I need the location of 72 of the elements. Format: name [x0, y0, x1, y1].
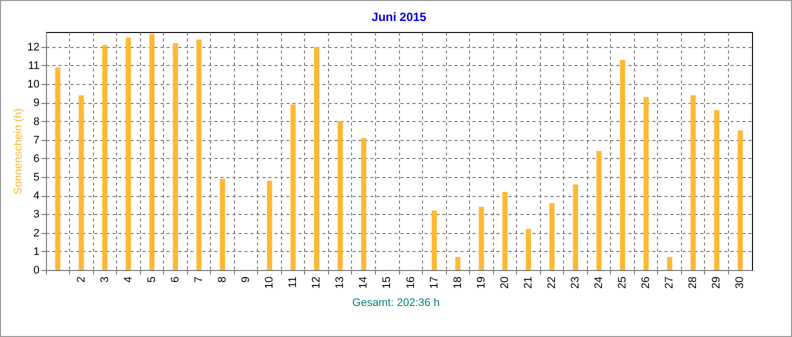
bar	[361, 138, 366, 270]
bar	[526, 229, 532, 270]
x-tick-label: 27	[664, 276, 676, 289]
x-tick-label: 12	[310, 276, 323, 289]
y-tick-label: 3	[33, 208, 40, 221]
y-tick-label: 4	[33, 190, 40, 202]
x-tick-label: 16	[404, 276, 417, 289]
x-tick-label: 20	[498, 276, 511, 289]
bar	[290, 104, 296, 270]
text: Gesamt: 202:36 h	[351, 297, 441, 309]
bar	[126, 38, 131, 270]
bar	[620, 60, 626, 270]
bar	[432, 210, 437, 270]
x-tick-label: 21	[522, 276, 534, 289]
x-tick-label: 13	[334, 276, 346, 289]
x-tick-label: 25	[616, 276, 629, 289]
bar	[266, 180, 272, 270]
bar	[549, 203, 555, 270]
bar	[714, 110, 720, 270]
y-tick-label: 6	[33, 152, 40, 165]
x-tick-label: 15	[381, 276, 394, 289]
bar	[644, 97, 649, 270]
bar	[502, 192, 508, 270]
x-tick-label: 23	[570, 276, 582, 289]
bar	[314, 46, 320, 270]
y-tick-label: 10	[27, 78, 40, 91]
y-tick-label: 9	[33, 97, 40, 110]
bar	[149, 34, 154, 270]
y-tick-label: 7	[33, 134, 40, 146]
bar	[455, 256, 460, 270]
chart-title: Juni 2015	[372, 10, 427, 24]
bar	[572, 184, 578, 270]
bar	[220, 178, 226, 270]
x-tick-label: 9	[240, 276, 252, 283]
x-tick-label: 7	[192, 276, 205, 283]
x-tick-label: 3	[98, 276, 111, 283]
bar	[478, 206, 484, 270]
y-tick-label: 5	[33, 172, 40, 184]
bar	[338, 121, 343, 270]
x-tick-label: 28	[687, 276, 700, 289]
x-tick-label: 14	[358, 276, 370, 289]
x-tick-label: 18	[452, 276, 464, 289]
x-tick-label: 17	[428, 276, 440, 289]
x-tick-label: 29	[710, 276, 723, 289]
bar	[172, 43, 178, 270]
bar	[690, 95, 696, 270]
y-tick-label: 2	[33, 227, 40, 240]
x-tick-label: 22	[546, 276, 558, 289]
bar	[196, 39, 202, 270]
bar	[78, 95, 84, 270]
bar	[102, 45, 108, 270]
bar	[667, 256, 672, 270]
y-tick-label: 1	[33, 246, 40, 258]
x-tick-label: 2	[75, 276, 88, 283]
bar	[55, 67, 60, 270]
x-tick-label: 11	[287, 276, 300, 288]
x-tick-label: 30	[734, 276, 746, 289]
bar	[738, 130, 743, 270]
x-tick-label: 10	[264, 276, 276, 289]
x-tick-label: 4	[122, 276, 134, 283]
y-tick-label: 12	[27, 41, 40, 54]
y-tick-label: 11	[28, 60, 40, 72]
y-tick-label: 8	[33, 116, 40, 128]
bar	[596, 151, 602, 270]
x-tick-label: 26	[640, 276, 652, 289]
x-tick-label: 24	[593, 276, 606, 289]
x-tick-label: 19	[475, 276, 488, 289]
x-tick-label: 5	[146, 276, 158, 283]
x-tick-label: 8	[216, 276, 228, 283]
y-tick-label: 0	[33, 264, 40, 276]
y-axis-title: Sonnenschein (h)	[12, 108, 24, 195]
x-tick-label: 6	[169, 276, 182, 283]
